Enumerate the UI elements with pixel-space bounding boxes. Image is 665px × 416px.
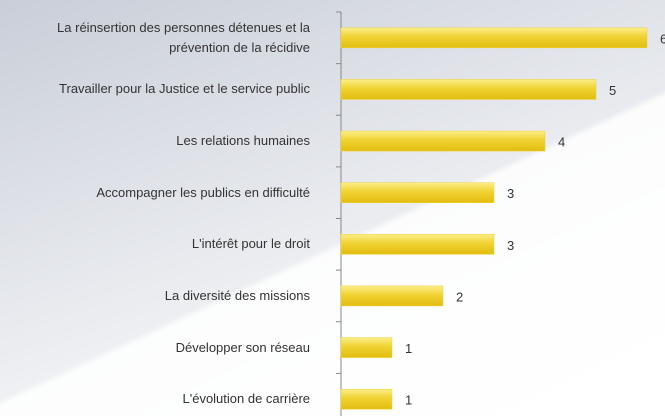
value-label: 1 <box>405 393 412 408</box>
bar <box>340 234 495 255</box>
value-label: 6 <box>660 31 665 46</box>
value-label: 3 <box>507 186 514 201</box>
bar <box>340 337 393 358</box>
y-tick-label: La diversité des missions <box>164 287 310 303</box>
value-label: 1 <box>405 341 412 356</box>
y-tick-label: La réinsertion des personnes détenues et… <box>57 19 310 55</box>
y-tick-label: Travailler pour la Justice et le service… <box>59 81 310 97</box>
bar <box>340 79 597 100</box>
bar <box>340 130 546 152</box>
value-label: 4 <box>558 135 565 150</box>
y-tick-label: Les relations humaines <box>176 133 310 149</box>
y-tick-label: Développer son réseau <box>175 339 310 355</box>
bar <box>340 388 393 410</box>
value-label: 5 <box>609 83 616 98</box>
value-label: 2 <box>456 289 463 304</box>
y-tick-label: Accompagner les publics en difficulté <box>96 184 310 200</box>
bar <box>340 182 495 203</box>
bar <box>340 285 444 307</box>
bar <box>340 27 648 49</box>
y-tick-label: L'évolution de carrière <box>182 391 311 407</box>
y-tick-label: L'intérêt pour le droit <box>191 236 310 252</box>
value-label: 3 <box>507 238 514 253</box>
